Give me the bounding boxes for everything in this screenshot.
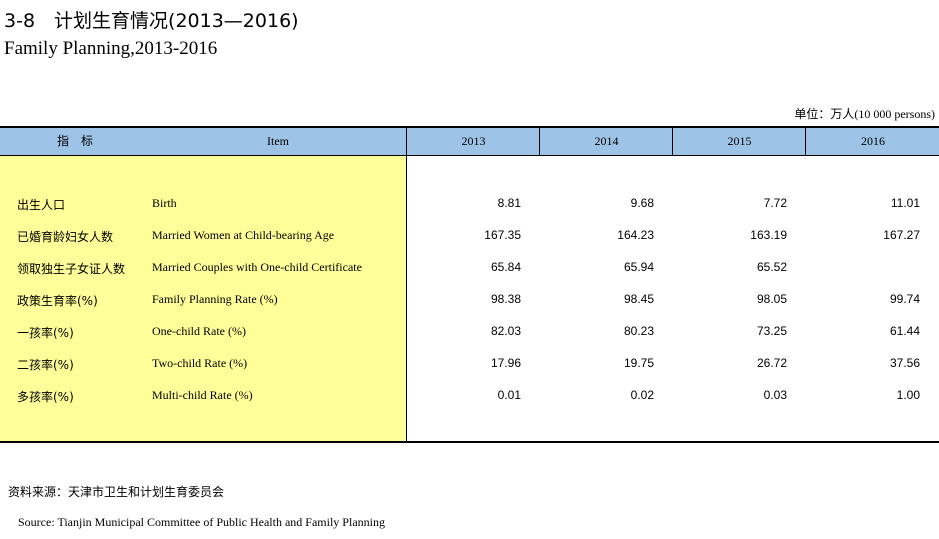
cell-value: 0.01 (497, 388, 521, 402)
row-label-chinese: 领取独生子女证人数 (17, 262, 126, 276)
unit-label: 单位：万人(10 000 persons) (794, 105, 935, 122)
cell-value: 0.02 (630, 388, 654, 402)
cell-value: 9.68 (630, 196, 654, 210)
header-year-2013: 2013 (406, 128, 540, 155)
row-label-english: One-child Rate (%) (152, 324, 246, 338)
cell-value: 7.72 (763, 196, 787, 210)
cell-value: 11.01 (890, 196, 920, 210)
table-header: 指 标 Item 2013 2014 2015 2016 (0, 128, 939, 156)
cell-value: 19.75 (623, 356, 654, 370)
row-label-english: Multi-child Rate (%) (152, 388, 253, 402)
cell-value: 1.00 (896, 388, 920, 402)
cell-value: 8.81 (497, 196, 521, 210)
item-column-background (0, 156, 407, 441)
row-label-english: Married Women at Child-bearing Age (152, 228, 335, 242)
cell-value: 82.03 (490, 324, 521, 338)
cell-value: 73.25 (756, 324, 787, 338)
header-year-2016: 2016 (805, 128, 939, 155)
row-label-english: Birth (152, 196, 177, 210)
cell-value: 99.74 (889, 292, 920, 306)
cell-value: 98.05 (756, 292, 787, 306)
cell-value: 65.94 (623, 260, 654, 274)
row-label-chinese: 多孩率(%) (17, 390, 74, 404)
table-row: 领取独生子女证人数 Married Couples with One-child… (0, 260, 939, 280)
table-row: 政策生育率(%) Family Planning Rate (%) 98.38 … (0, 292, 939, 312)
cell-value: 61.44 (889, 324, 920, 338)
table-title-chinese: 3-8 计划生育情况(2013—2016) (4, 10, 299, 32)
header-year-2014: 2014 (539, 128, 673, 155)
source-note-english: Source: Tianjin Municipal Committee of P… (18, 515, 385, 529)
header-item: Item (267, 134, 289, 148)
row-label-chinese: 二孩率(%) (17, 358, 74, 372)
row-label-chinese: 一孩率(%) (17, 326, 74, 340)
header-year-2015: 2015 (672, 128, 806, 155)
cell-value: 80.23 (623, 324, 654, 338)
cell-value: 65.84 (490, 260, 521, 274)
table-row: 多孩率(%) Multi-child Rate (%) 0.01 0.02 0.… (0, 388, 939, 408)
table-bottom-rule (0, 441, 939, 443)
cell-value: 0.03 (763, 388, 787, 402)
table-title-english: Family Planning,2013-2016 (4, 38, 218, 59)
unit-label-english: (10 000 persons) (854, 107, 935, 121)
cell-value: 98.45 (623, 292, 654, 306)
row-label-english: Family Planning Rate (%) (152, 292, 278, 306)
cell-value: 98.38 (490, 292, 521, 306)
row-label-chinese: 出生人口 (17, 198, 66, 212)
cell-value: 37.56 (889, 356, 920, 370)
cell-value: 17.96 (490, 356, 521, 370)
cell-value: 26.72 (756, 356, 787, 370)
cell-value: 167.35 (484, 228, 521, 242)
row-label-chinese: 已婚育龄妇女人数 (17, 230, 114, 244)
table-row: 二孩率(%) Two-child Rate (%) 17.96 19.75 26… (0, 356, 939, 376)
row-label-chinese: 政策生育率(%) (17, 294, 98, 308)
row-label-english: Married Couples with One-child Certifica… (152, 260, 362, 274)
unit-label-chinese: 单位：万人 (794, 107, 855, 121)
cell-value: 164.23 (617, 228, 654, 242)
source-note-chinese: 资料来源：天津市卫生和计划生育委员会 (8, 485, 225, 499)
cell-value: 65.52 (756, 260, 787, 274)
header-indicator: 指 标 (56, 134, 93, 148)
table-row: 一孩率(%) One-child Rate (%) 82.03 80.23 73… (0, 324, 939, 344)
cell-value: 167.27 (883, 228, 920, 242)
row-label-english: Two-child Rate (%) (152, 356, 248, 370)
table-row: 出生人口 Birth 8.81 9.68 7.72 11.01 (0, 196, 939, 216)
table-row: 已婚育龄妇女人数 Married Women at Child-bearing … (0, 228, 939, 248)
cell-value: 163.19 (750, 228, 787, 242)
table-top-rule (0, 126, 939, 128)
